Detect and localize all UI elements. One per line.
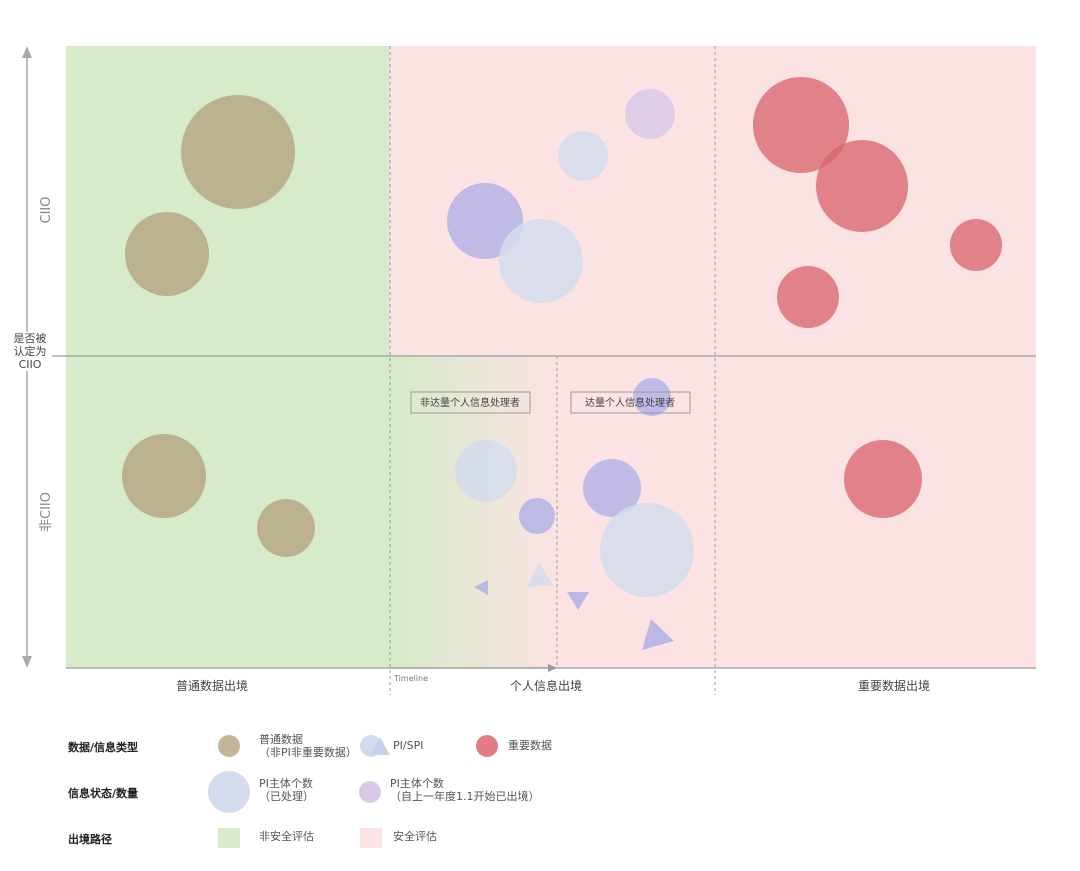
- bubble-red-17: [844, 440, 922, 518]
- bubble-brown-1: [125, 212, 209, 296]
- bubble-light_blue-5: [558, 131, 608, 181]
- bubble-brown-0: [181, 95, 295, 209]
- bubbles-layer: [122, 77, 1002, 597]
- bubble-brown-2: [122, 434, 206, 518]
- bubble-red-11: [777, 266, 839, 328]
- legend-security-swatch: [360, 828, 382, 848]
- sub-label-left: 非达量个人信息处理者: [420, 396, 520, 409]
- legend-type-title: 数据/信息类型: [68, 741, 139, 754]
- bubble-red-8: [753, 77, 849, 173]
- legend-since-label: PI主体个数 （自上一年度1.1开始已出境）: [390, 777, 540, 803]
- bubble-light_blue-7: [499, 219, 583, 303]
- legend-non-security-swatch: [218, 828, 240, 848]
- sub-label-left-box: [410, 391, 531, 414]
- y-axis-title: 是否被 认定为 CIIO: [8, 332, 52, 371]
- legend-general-label: 普通数据 （非PI非重要数据）: [259, 733, 357, 759]
- bubble-red-9: [816, 140, 908, 232]
- bubble-light_blue-13: [455, 440, 517, 502]
- timeline-label: Timeline: [393, 674, 428, 683]
- bubble-red-10: [950, 219, 1002, 271]
- timeline-arrowhead: [548, 664, 557, 672]
- x-label-important: 重要数据出境: [858, 678, 930, 693]
- legend-important-label: 重要数据: [508, 739, 552, 752]
- bubble-brown-3: [257, 499, 315, 557]
- legend-important-swatch: [476, 735, 498, 757]
- sub-label-right-box: [570, 391, 691, 414]
- bubble-light_blue-16: [600, 503, 694, 597]
- bubble-lavender-4: [625, 89, 675, 139]
- sub-label-right: 达量个人信息处理者: [585, 396, 675, 409]
- triangle-purple-3: [642, 619, 674, 650]
- triangle-light_blue-1: [527, 563, 553, 587]
- legend-security-label: 安全评估: [393, 830, 437, 843]
- bubble-purple-6: [447, 183, 523, 259]
- triangle-purple-2: [567, 592, 589, 610]
- triangle-purple-0: [474, 580, 488, 595]
- x-label-pi: 个人信息出境: [510, 678, 582, 693]
- bubble-quadrant-chart: Timeline CIIO 非CIIO 普通数据出境 个人信息出境 重要数据出境…: [22, 46, 1036, 695]
- legend-pi-triangle-icon: [370, 737, 390, 755]
- legend: 数据/信息类型 普通数据 （非PI非重要数据） PI/SPI 重要数据 信息状态…: [0, 725, 1080, 865]
- y-axis-title-text: 是否被 认定为 CIIO: [13, 332, 47, 371]
- y-axis-arrow-up: [22, 46, 32, 58]
- bubble-purple-15: [583, 459, 641, 517]
- legend-processed-label: PI主体个数 （已处理）: [259, 777, 314, 803]
- bubble-purple-12: [633, 378, 671, 416]
- bubble-purple-14: [519, 498, 555, 534]
- legend-processed-swatch: [208, 771, 250, 813]
- legend-pi-label: PI/SPI: [393, 739, 424, 752]
- y-label-ciio: CIIO: [39, 197, 54, 224]
- y-axis-arrow-down: [22, 656, 32, 668]
- legend-non-security-label: 非安全评估: [259, 830, 314, 843]
- x-label-general: 普通数据出境: [176, 678, 248, 693]
- triangles-layer: [474, 563, 674, 650]
- legend-status-title: 信息状态/数量: [68, 787, 139, 800]
- y-label-non-ciio: 非CIIO: [39, 492, 54, 532]
- legend-general-swatch: [218, 735, 240, 757]
- legend-since-swatch: [359, 781, 381, 803]
- legend-route-title: 出境路径: [68, 833, 112, 846]
